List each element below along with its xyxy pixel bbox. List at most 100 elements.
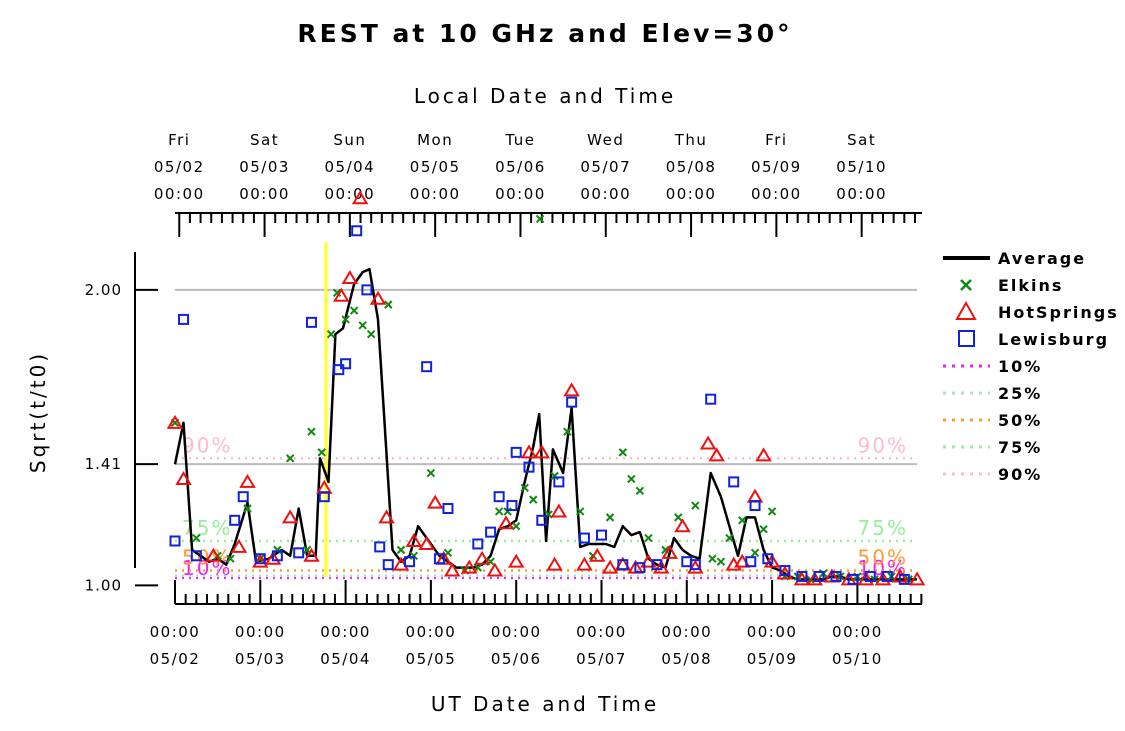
lewisburg-point (472, 538, 484, 550)
elkins-point (635, 486, 645, 495)
hotsprings-point (533, 444, 551, 459)
percentile-label: 90% (858, 433, 908, 457)
lewisburg-point (506, 500, 518, 512)
lewisburg-point (442, 503, 454, 514)
hotsprings-point (674, 518, 691, 533)
elkins-point (644, 533, 653, 543)
lewisburg-point (169, 535, 181, 547)
elkins-point (716, 557, 726, 566)
top-tick-date: 05/04 (324, 158, 375, 176)
legend: Average Elkins HotSprings Lewisburg 10% 25% 50… (943, 249, 1119, 484)
top-tick-dow: Fri (168, 131, 190, 149)
elkins-point (285, 454, 295, 463)
lewisburg-point (864, 570, 876, 582)
bottom-tick-date: 05/10 (832, 650, 883, 668)
lewisburg-point (382, 559, 394, 571)
legend-label: 50% (998, 411, 1042, 430)
legend-label: Average (998, 249, 1086, 268)
lewisburg-point (617, 559, 629, 571)
elkins-point (529, 495, 538, 504)
top-tick-time: 00:00 (154, 185, 205, 203)
hotsprings-point (520, 444, 538, 459)
legend-label: 90% (998, 465, 1042, 484)
bottom-tick-time: 00:00 (320, 623, 371, 641)
elkins-point (750, 548, 760, 558)
bottom-x-axis-title: UT Date and Time (431, 692, 659, 716)
lewisburg-point (178, 313, 190, 325)
chart-title: REST at 10 GHz and Elev=30° (297, 19, 792, 48)
top-tick-date: 05/07 (580, 158, 631, 176)
hotsprings-point (230, 538, 248, 553)
legend-entry: Lewisburg (958, 330, 1107, 349)
hotsprings-point (776, 565, 794, 580)
elkins-point (674, 513, 683, 522)
top-x-axis-title: Local Date and Time (414, 84, 676, 108)
lewisburg-point (229, 514, 241, 526)
elkins-point (341, 315, 350, 324)
elkins-point (618, 448, 628, 457)
bottom-tick-date: 05/02 (150, 650, 201, 668)
top-tick-time: 00:00 (324, 185, 375, 203)
y-tick-label: 2.00 (85, 281, 122, 299)
elkins-point (358, 321, 367, 330)
lewisburg-point (881, 570, 893, 582)
gridlines (175, 288, 918, 466)
hotsprings-point (418, 535, 435, 550)
elkins-point (317, 448, 326, 457)
legend-entry: 50% (943, 411, 1042, 430)
hotsprings-point (708, 447, 725, 462)
top-tick-dow: Wed (587, 131, 624, 149)
top-tick-time: 00:00 (239, 185, 290, 203)
top-tick-time: 00:00 (666, 185, 717, 203)
legend-entry: 90% (943, 465, 1042, 484)
lewisburg-point (271, 550, 283, 562)
elkins-point (725, 533, 734, 543)
elkins-point (226, 554, 235, 563)
hotsprings-point (763, 553, 781, 568)
top-tick-date: 05/03 (239, 158, 290, 176)
lewisburg-point (749, 500, 761, 512)
hotsprings-point (264, 550, 282, 565)
lewisburg-point (553, 476, 565, 488)
hotsprings-point (443, 562, 461, 577)
hotsprings-point (576, 556, 593, 571)
lewisburg-point (237, 491, 249, 503)
top-tick-dow: Mon (417, 131, 453, 149)
top-tick-date: 05/06 (495, 158, 546, 176)
hotsprings-point (497, 515, 515, 530)
hotsprings-point (908, 571, 926, 586)
lewisburg-point (351, 225, 363, 237)
elkins-point (708, 554, 717, 563)
legend-entry: 10% (943, 357, 1040, 376)
bottom-tick-date: 05/04 (320, 650, 371, 668)
top-tick-time: 00:00 (751, 185, 802, 203)
elkins-point (535, 214, 545, 224)
top-tick-dow: Tue (504, 131, 535, 149)
legend-entry: Elkins (960, 276, 1061, 295)
elkins-point (366, 329, 376, 339)
legend-entry: 25% (943, 384, 1042, 403)
legend-label: 25% (998, 384, 1042, 403)
lewisburg-point (333, 364, 345, 376)
top-tick-date: 05/02 (154, 158, 205, 176)
elkins-point (192, 533, 201, 543)
top-tick-time: 00:00 (410, 185, 461, 203)
top-tick-dow: Fri (765, 131, 787, 149)
hotsprings-point (461, 559, 478, 574)
hotsprings-point (857, 571, 875, 586)
hotsprings-point (874, 571, 892, 586)
lewisburg-point (779, 565, 791, 577)
lewisburg-point (813, 570, 825, 582)
hotsprings-point (699, 435, 717, 450)
legend-label: HotSprings (998, 303, 1119, 322)
lewisburg-point (651, 559, 663, 571)
hotsprings-point (661, 544, 678, 559)
legend-swatch (960, 279, 972, 291)
axes: 1.00 1.41 2.00 00:00 05/02 00:00 05/03 00:00 05/… (85, 131, 923, 668)
lewisburg-point (796, 570, 808, 582)
bottom-tick-time: 00:00 (491, 623, 542, 641)
top-tick-date: 05/09 (751, 158, 802, 176)
elkins-point (767, 507, 777, 516)
lewisburg-point (536, 514, 548, 526)
hotsprings-point (369, 290, 387, 305)
